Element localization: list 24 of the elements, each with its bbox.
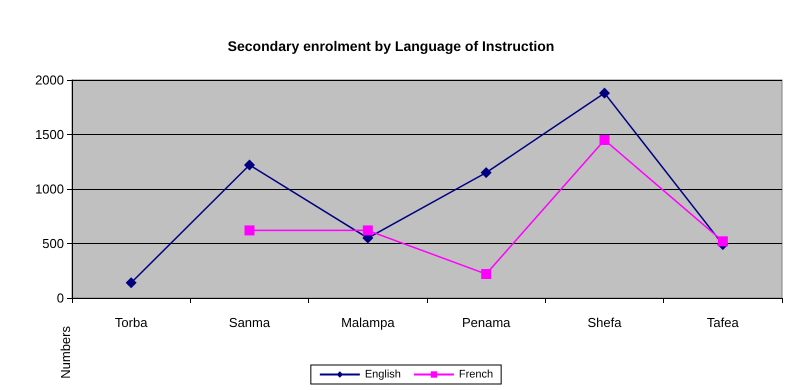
point [481,269,492,280]
x-tick-label: Shefa [588,315,622,330]
legend-label: French [458,368,494,380]
point [126,277,137,288]
point [362,225,373,236]
point [480,167,492,178]
point [244,225,254,236]
chart-title: Secondary enrolment by Language of Instruction [228,38,554,54]
legend-label: English [364,368,401,380]
y-tick-label: 1000 [35,182,64,196]
x-tick-label: Tafea [706,315,740,330]
y-tick-label: 2000 [35,72,64,88]
y-tick-label: 1500 [35,127,64,142]
x-tick-label: Sanma [228,315,271,330]
y-tick-label: 0 [56,290,64,306]
x-tick-label: Penama [462,315,512,330]
x-tick-label: Torba [114,315,148,330]
point [599,88,610,99]
y-tick-label: 500 [42,236,64,251]
y-axis-title: Numbers [58,326,73,379]
x-tick-label: Malampa [341,315,396,330]
point [718,236,728,246]
point [244,160,255,171]
point [600,134,610,145]
